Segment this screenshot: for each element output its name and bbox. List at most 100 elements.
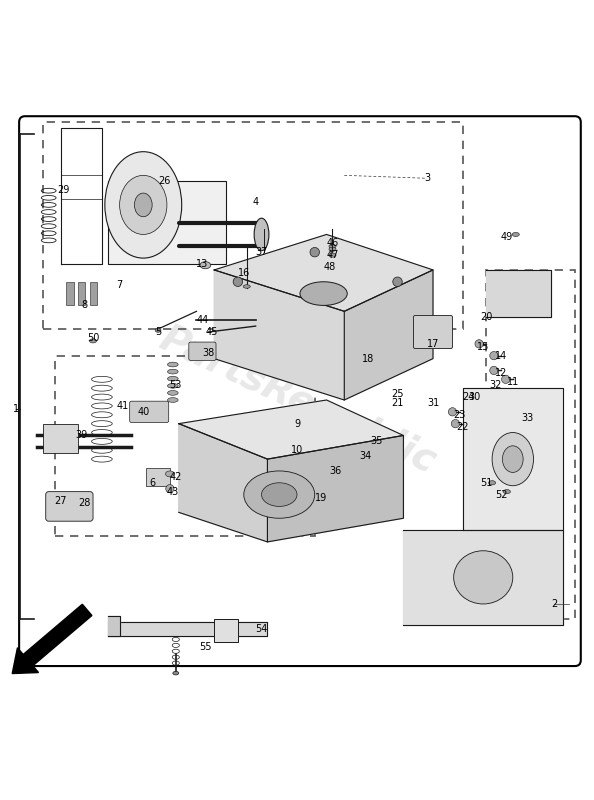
Text: 20: 20: [480, 312, 492, 322]
Ellipse shape: [329, 253, 336, 258]
Ellipse shape: [492, 433, 533, 486]
Text: 13: 13: [196, 259, 208, 269]
Text: 10: 10: [291, 446, 303, 455]
Bar: [55, 356, 315, 536]
Polygon shape: [108, 616, 119, 637]
Text: 21: 21: [391, 398, 404, 408]
FancyBboxPatch shape: [413, 315, 453, 349]
FancyBboxPatch shape: [46, 492, 93, 522]
Polygon shape: [179, 400, 403, 459]
Bar: [108, 182, 226, 264]
Polygon shape: [108, 622, 267, 637]
Polygon shape: [214, 270, 345, 400]
Ellipse shape: [173, 671, 179, 675]
Ellipse shape: [119, 175, 167, 234]
Circle shape: [475, 340, 484, 348]
Text: 46: 46: [326, 238, 339, 248]
Text: 18: 18: [362, 354, 374, 364]
Text: 14: 14: [495, 350, 507, 361]
Text: 3: 3: [424, 174, 430, 183]
Circle shape: [489, 366, 498, 374]
Text: PartsRepublic: PartsRepublic: [153, 319, 441, 481]
Ellipse shape: [168, 370, 178, 374]
Text: 51: 51: [480, 478, 492, 488]
Polygon shape: [179, 424, 267, 542]
Text: 28: 28: [78, 498, 90, 509]
Ellipse shape: [254, 218, 269, 250]
Text: 23: 23: [453, 410, 466, 420]
Ellipse shape: [105, 152, 182, 258]
Circle shape: [310, 247, 320, 257]
Text: 19: 19: [315, 493, 327, 502]
Polygon shape: [403, 530, 563, 625]
Ellipse shape: [503, 490, 510, 494]
Ellipse shape: [261, 482, 297, 506]
Bar: [67, 282, 74, 306]
Text: 40: 40: [137, 407, 150, 417]
Ellipse shape: [168, 390, 178, 395]
Ellipse shape: [454, 550, 513, 604]
Text: 22: 22: [456, 422, 469, 432]
Bar: [90, 282, 97, 306]
Text: 16: 16: [238, 268, 250, 278]
Text: 36: 36: [329, 466, 342, 476]
Polygon shape: [345, 270, 433, 400]
Ellipse shape: [300, 282, 347, 306]
Bar: [78, 282, 86, 306]
Text: 39: 39: [75, 430, 87, 441]
Polygon shape: [214, 234, 433, 311]
Text: 35: 35: [371, 436, 383, 446]
Circle shape: [448, 408, 457, 416]
Ellipse shape: [134, 193, 152, 217]
Bar: [214, 618, 238, 642]
Text: 24: 24: [462, 392, 475, 402]
Polygon shape: [267, 435, 403, 542]
Text: 29: 29: [57, 185, 69, 195]
Text: 38: 38: [202, 348, 214, 358]
Ellipse shape: [168, 383, 178, 388]
Circle shape: [489, 351, 498, 360]
Text: 41: 41: [116, 401, 129, 411]
Ellipse shape: [329, 244, 336, 248]
Ellipse shape: [244, 471, 315, 518]
Text: 31: 31: [427, 398, 439, 408]
Text: 8: 8: [81, 301, 87, 310]
FancyBboxPatch shape: [129, 401, 169, 422]
Text: 50: 50: [87, 333, 99, 343]
Ellipse shape: [168, 362, 178, 367]
Text: 45: 45: [205, 327, 217, 337]
Ellipse shape: [168, 376, 178, 381]
Text: 49: 49: [501, 233, 513, 242]
Bar: [43, 424, 78, 454]
Ellipse shape: [503, 446, 523, 473]
Text: 53: 53: [170, 380, 182, 390]
Text: 33: 33: [522, 413, 533, 422]
Text: 2: 2: [551, 599, 557, 609]
Ellipse shape: [155, 328, 161, 332]
Ellipse shape: [168, 398, 178, 402]
Text: 15: 15: [477, 342, 489, 352]
Bar: [146, 468, 170, 486]
Text: 7: 7: [116, 280, 123, 290]
Text: 1: 1: [13, 404, 19, 414]
Bar: [486, 270, 575, 618]
Text: 5: 5: [155, 327, 161, 337]
Ellipse shape: [200, 262, 211, 269]
Text: 44: 44: [196, 315, 208, 325]
Ellipse shape: [166, 471, 174, 477]
Text: 34: 34: [359, 451, 371, 461]
Text: 11: 11: [507, 378, 519, 387]
Text: 42: 42: [170, 472, 182, 482]
Text: 43: 43: [167, 486, 179, 497]
Ellipse shape: [512, 232, 519, 237]
Text: 47: 47: [326, 250, 339, 260]
Circle shape: [501, 375, 510, 383]
Text: 54: 54: [255, 624, 268, 634]
Text: 55: 55: [199, 642, 211, 651]
Circle shape: [166, 485, 174, 493]
Text: 37: 37: [255, 247, 268, 257]
Circle shape: [393, 277, 402, 286]
Text: 52: 52: [495, 490, 507, 499]
Text: 17: 17: [427, 339, 439, 349]
Ellipse shape: [488, 481, 495, 485]
